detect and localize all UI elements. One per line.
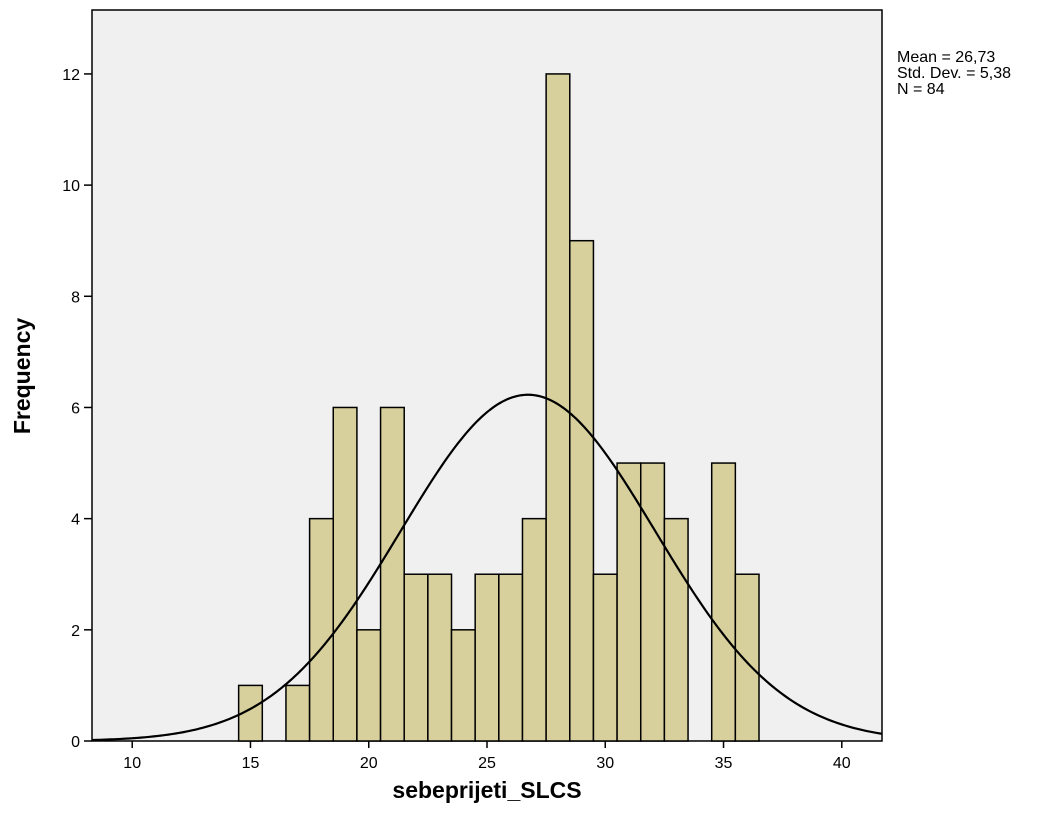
y-tick-label: 10 <box>62 178 80 195</box>
x-tick-label: 30 <box>596 755 614 772</box>
histogram-bar <box>308 517 335 742</box>
histogram-bar <box>427 573 453 742</box>
y-axis-title: Frequency <box>9 318 35 435</box>
y-tick-label: 12 <box>62 67 80 84</box>
histogram-bar <box>474 573 500 742</box>
x-axis-title: sebeprijeti_SLCS <box>392 777 581 803</box>
normal-curve <box>91 393 883 742</box>
y-axis: 0 2 4 6 8 10 12 <box>62 67 92 751</box>
y-tick-label: 2 <box>71 623 80 640</box>
histogram-bar <box>545 73 571 742</box>
histogram-bar <box>521 517 547 742</box>
histogram-bar <box>356 629 382 742</box>
histogram-bar <box>403 573 429 742</box>
x-tick-label: 10 <box>123 755 141 772</box>
x-axis: 10 15 20 25 30 35 40 <box>123 741 851 772</box>
x-tick-label: 40 <box>833 755 851 772</box>
histogram-bar <box>639 462 666 742</box>
stats-n: N = 84 <box>897 81 945 98</box>
histogram-bar <box>569 239 595 742</box>
histogram-bar <box>332 406 358 742</box>
x-tick-label: 15 <box>242 755 260 772</box>
y-tick-label: 8 <box>71 289 80 306</box>
histogram-bar <box>592 573 618 742</box>
x-tick-label: 20 <box>360 755 378 772</box>
bars-group <box>237 73 760 742</box>
x-tick-label: 25 <box>478 755 496 772</box>
histogram-bar <box>498 573 524 742</box>
histogram-bar <box>616 462 642 742</box>
histogram-bar <box>450 629 476 742</box>
x-tick-label: 35 <box>715 755 733 772</box>
y-tick-label: 4 <box>71 512 80 529</box>
stats-std-dev: Std. Dev. = 5,38 <box>897 65 1011 82</box>
y-tick-label: 0 <box>71 734 80 751</box>
histogram-bar <box>710 462 737 742</box>
stats-mean: Mean = 26,73 <box>897 49 996 66</box>
y-tick-label: 6 <box>71 400 80 417</box>
histogram-bar <box>379 406 405 742</box>
histogram-bar <box>734 573 760 742</box>
histogram-bar <box>285 684 311 742</box>
stats-box: Mean = 26,73 Std. Dev. = 5,38 N = 84 <box>897 50 1011 98</box>
